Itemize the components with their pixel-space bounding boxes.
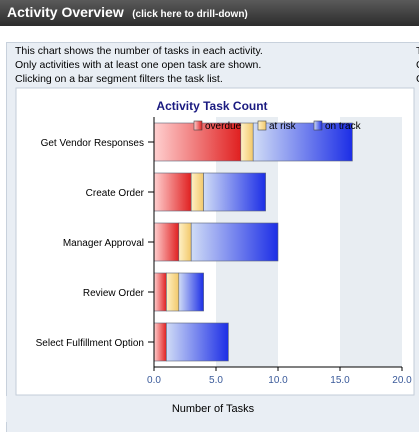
- header-title: Activity Overview: [7, 4, 124, 20]
- x-tick-label: 10.0: [268, 375, 288, 386]
- legend-swatch: [193, 120, 203, 131]
- category-label: Select Fulfillment Option: [36, 338, 144, 349]
- bar-segment[interactable]: [166, 322, 229, 362]
- x-tick-label: 0.0: [147, 375, 161, 386]
- chart-header[interactable]: Activity Overview (click here to drill-d…: [0, 0, 419, 26]
- category-label: Get Vendor Responses: [41, 138, 144, 149]
- bar-segment[interactable]: [178, 272, 204, 312]
- chart-title: Activity Task Count: [156, 99, 267, 113]
- drill-down-link[interactable]: (click here to drill-down): [132, 9, 248, 20]
- bar-segment[interactable]: [178, 222, 192, 262]
- legend-label: overdue: [205, 121, 242, 132]
- bar-segment[interactable]: [240, 122, 254, 162]
- description-line: Clicking on a bar segment filters the ta…: [15, 73, 223, 85]
- legend-swatch: [257, 120, 267, 131]
- legend-label: at risk: [269, 121, 297, 132]
- clipped-column-text: C: [416, 73, 419, 85]
- bar-segment[interactable]: [203, 172, 266, 212]
- category-label: Manager Approval: [63, 238, 144, 249]
- bar-segment[interactable]: [190, 172, 204, 212]
- x-axis-label-strip: [6, 396, 419, 422]
- category-label: Review Order: [83, 288, 145, 299]
- bar-segment[interactable]: [153, 172, 192, 212]
- x-tick-label: 5.0: [209, 375, 223, 386]
- x-tick-label: 15.0: [330, 375, 350, 386]
- bar-segment[interactable]: [252, 122, 353, 162]
- bar-segment[interactable]: [153, 222, 180, 262]
- bar-segment[interactable]: [153, 322, 167, 362]
- x-tick-label: 20.0: [392, 375, 412, 386]
- legend-swatch: [313, 120, 323, 131]
- description-line: This chart shows the number of tasks in …: [15, 45, 263, 57]
- bar-segment[interactable]: [190, 222, 279, 262]
- description-line: Only activities with at least one open t…: [15, 59, 262, 71]
- clipped-column-text: C: [416, 59, 419, 71]
- bar-segment[interactable]: [153, 272, 167, 312]
- category-label: Create Order: [86, 188, 145, 199]
- bar-segment[interactable]: [166, 272, 180, 312]
- clipped-column-text: T: [416, 45, 419, 57]
- x-axis-label: Number of Tasks: [172, 403, 255, 415]
- legend-label: on track: [325, 121, 362, 132]
